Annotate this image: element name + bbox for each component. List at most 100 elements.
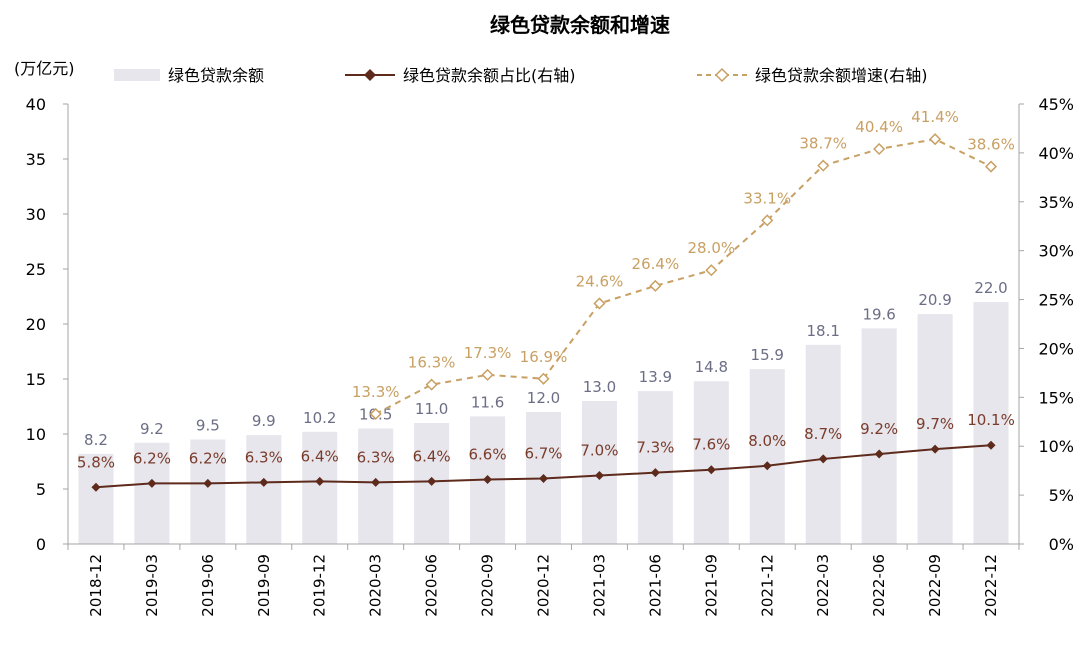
share-point: [483, 474, 493, 484]
share-value-label: 8.7%: [804, 425, 842, 443]
x-tick-label: 2021-03: [590, 554, 608, 617]
growth-point: [929, 133, 942, 146]
share-point: [930, 444, 940, 454]
chart-title: 绿色贷款余额和增速: [490, 13, 670, 37]
x-tick-label: 2021-06: [646, 554, 664, 617]
bar: [805, 344, 841, 544]
x-tick-label: 2020-06: [423, 554, 441, 617]
share-point: [986, 440, 996, 450]
share-value-label: 6.7%: [524, 444, 562, 462]
bar-value-label: 8.2: [84, 431, 108, 449]
legend-label-growth: 绿色贷款余额增速(右轴): [755, 66, 928, 85]
bar: [861, 328, 897, 544]
bar-value-label: 19.6: [862, 305, 895, 323]
share-point: [706, 465, 716, 475]
right-tick-label: 10%: [1038, 437, 1074, 456]
x-tick-label: 2021-12: [758, 554, 776, 617]
bar-value-label: 13.9: [639, 368, 672, 386]
x-tick-label: 2019-12: [311, 554, 329, 617]
legend-label-balance: 绿色贷款余额: [168, 66, 264, 85]
x-tick-label: 2019-09: [255, 554, 273, 617]
share-value-label: 6.4%: [301, 447, 339, 465]
share-value-label: 6.4%: [413, 447, 451, 465]
growth-point: [873, 142, 886, 156]
legend-item-balance: 绿色贷款余额: [114, 66, 264, 85]
left-tick-label: 40: [26, 95, 46, 114]
bar-value-label: 9.2: [140, 420, 164, 438]
bar-value-label: 13.0: [583, 378, 616, 396]
growth-point: [369, 407, 382, 421]
share-point: [594, 471, 604, 481]
growth-point: [481, 368, 494, 381]
growth-point: [425, 378, 438, 391]
share-value-label: 7.0%: [580, 442, 618, 460]
growth-value-label: 24.6%: [576, 272, 624, 290]
growth-point: [593, 297, 606, 310]
x-tick-label: 2019-06: [199, 554, 217, 617]
left-axis-unit: (万亿元): [14, 59, 75, 78]
right-tick-label: 45%: [1038, 95, 1074, 114]
left-axis: 0 5 10 15 20 25 30 35 40: [26, 95, 69, 554]
share-value-label: 5.8%: [77, 453, 115, 471]
growth-value-label: 40.4%: [855, 118, 903, 136]
left-tick-label: 35: [26, 150, 46, 169]
bar-value-label: 18.1: [807, 322, 840, 340]
legend-marker-growth-icon: [714, 67, 730, 83]
share-point: [539, 473, 548, 483]
share-value-label: 7.3%: [636, 439, 674, 457]
right-tick-label: 25%: [1038, 291, 1074, 310]
share-point: [427, 476, 437, 486]
bar-value-label: 14.8: [695, 358, 728, 376]
growth-value-label: 28.0%: [687, 239, 735, 257]
growth-point: [705, 264, 718, 277]
share-point: [874, 449, 884, 459]
growth-point: [761, 214, 774, 227]
share-value-label: 9.7%: [916, 415, 954, 433]
x-tick-label: 2020-12: [535, 554, 553, 617]
x-tick-label: 2022-12: [982, 554, 1000, 617]
share-value-label: 10.1%: [967, 411, 1015, 429]
growth-point: [649, 279, 662, 292]
right-tick-label: 5%: [1049, 486, 1074, 505]
growth-point: [537, 372, 550, 385]
x-tick-label: 2022-09: [926, 554, 944, 617]
bar: [190, 439, 226, 544]
bar: [134, 442, 170, 544]
bar-value-label: 11.6: [471, 393, 504, 411]
bar: [637, 391, 673, 544]
share-point: [147, 478, 157, 488]
legend-item-growth: 绿色贷款余额增速(右轴): [697, 66, 928, 85]
bar-value-label: 22.0: [974, 279, 1007, 297]
left-tick-label: 10: [26, 425, 46, 444]
left-tick-label: 5: [36, 480, 46, 499]
right-tick-label: 20%: [1038, 339, 1074, 358]
share-series: 5.8% 6.2% 6.2% 6.3% 6.4% 6.3% 6.4% 6.6% 6.7% 7.0%…: [77, 411, 1015, 492]
share-value-label: 9.2%: [860, 420, 898, 438]
bar-data-labels: 8.29.29.59.910.210.511.011.612.013.013.9…: [84, 279, 1008, 449]
right-tick-label: 15%: [1038, 388, 1074, 407]
bar: [693, 381, 729, 544]
x-tick-label: 2022-03: [814, 554, 832, 617]
x-tick-label: 2021-09: [702, 554, 720, 617]
bar: [749, 369, 785, 544]
x-tick-label: 2022-06: [870, 554, 888, 617]
legend-item-share: 绿色贷款余额占比(右轴): [345, 66, 576, 85]
share-value-label: 6.3%: [245, 448, 283, 466]
share-value-label: 6.6%: [469, 445, 507, 463]
growth-value-label: 17.3%: [464, 344, 512, 362]
share-value-label: 8.0%: [748, 432, 786, 450]
bar: [302, 431, 338, 544]
share-point: [315, 476, 325, 486]
right-tick-label: 40%: [1038, 144, 1074, 163]
left-tick-label: 20: [26, 315, 46, 334]
bar-value-label: 20.9: [918, 291, 951, 309]
growth-point: [984, 160, 998, 173]
growth-value-label: 33.1%: [743, 189, 791, 207]
right-tick-label: 0%: [1049, 535, 1074, 554]
growth-value-label: 41.4%: [911, 108, 959, 126]
bar: [973, 302, 1009, 544]
share-point: [203, 478, 213, 488]
left-tick-label: 15: [26, 370, 46, 389]
share-point: [650, 468, 660, 478]
